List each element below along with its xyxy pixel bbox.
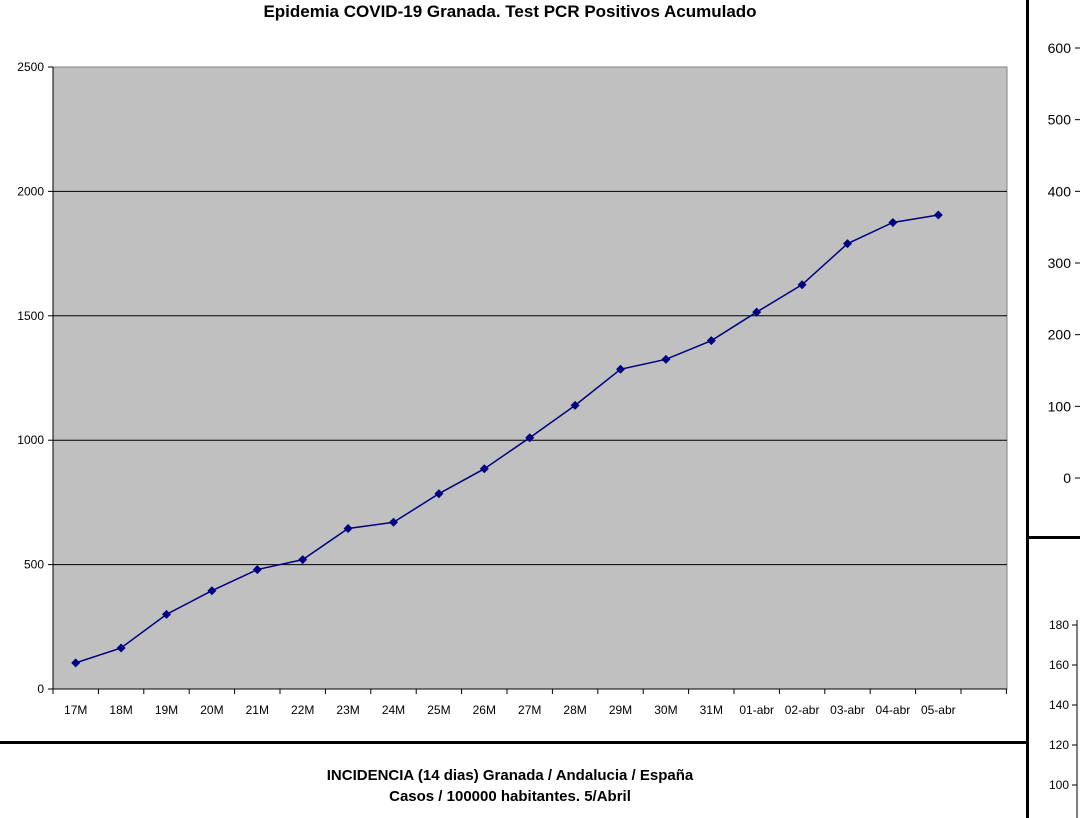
chart-title: Epidemia COVID-19 Granada. Test PCR Posi… bbox=[263, 2, 757, 21]
y-tick-label: 0 bbox=[37, 682, 44, 696]
x-tick-label: 20M bbox=[200, 703, 223, 717]
plot-area bbox=[52, 66, 1008, 690]
x-tick-label: 17M bbox=[64, 703, 87, 717]
x-tick-label: 19M bbox=[155, 703, 178, 717]
incidence-chart-y-tick-label: 180 bbox=[1049, 618, 1069, 632]
incidence-chart-title: INCIDENCIA (14 dias) Granada / Andalucia… bbox=[326, 767, 694, 784]
incidence-chart-title-block: INCIDENCIA (14 dias) Granada / Andalucia… bbox=[0, 765, 1020, 807]
data-point bbox=[71, 658, 81, 668]
x-tick-label: 18M bbox=[109, 703, 132, 717]
data-point bbox=[525, 433, 535, 443]
x-tick-label: 27M bbox=[518, 703, 541, 717]
x-tick-label: 30M bbox=[654, 703, 677, 717]
right-chart-y-tick-label: 500 bbox=[1048, 112, 1072, 128]
series-line bbox=[75, 214, 939, 664]
x-tick-label: 01-abr bbox=[739, 703, 774, 717]
data-point bbox=[162, 609, 171, 619]
data-point bbox=[389, 517, 398, 527]
data-point bbox=[479, 464, 489, 474]
y-tick-label: 1000 bbox=[17, 433, 44, 447]
x-tick-label: 21M bbox=[246, 703, 269, 717]
data-point bbox=[252, 565, 262, 575]
incidence-chart-subtitle: Casos / 100000 habitantes. 5/Abril bbox=[389, 788, 631, 805]
right-chart-y-tick-label: 300 bbox=[1048, 255, 1072, 271]
x-tick-label: 24M bbox=[382, 703, 405, 717]
y-tick-label: 2000 bbox=[17, 184, 44, 198]
data-point bbox=[933, 210, 943, 220]
y-tick-label: 2500 bbox=[17, 60, 44, 74]
x-tick-label: 31M bbox=[700, 703, 723, 717]
incidence-chart-y-tick-label: 160 bbox=[1049, 658, 1069, 672]
y-tick-label: 500 bbox=[24, 558, 44, 572]
right-chart-y-tick-label: 200 bbox=[1048, 327, 1072, 343]
x-tick-label: 23M bbox=[336, 703, 359, 717]
x-tick-label: 04-abr bbox=[876, 703, 911, 717]
x-tick-label: 28M bbox=[563, 703, 586, 717]
data-point bbox=[343, 524, 353, 534]
x-tick-label: 26M bbox=[473, 703, 496, 717]
data-point bbox=[752, 307, 762, 317]
data-point bbox=[888, 218, 898, 227]
panel-divider-horizontal bbox=[0, 741, 1026, 744]
data-point bbox=[570, 400, 580, 410]
right-chart-y-tick-label: 600 bbox=[1048, 40, 1072, 56]
y-tick-label: 1500 bbox=[17, 309, 44, 323]
data-point bbox=[207, 586, 217, 596]
data-point bbox=[116, 643, 126, 653]
data-point bbox=[843, 239, 852, 249]
incidence-chart-y-tick-label: 100 bbox=[1049, 778, 1069, 792]
data-point bbox=[298, 555, 308, 565]
panel-divider-vertical bbox=[1026, 0, 1029, 818]
data-point bbox=[434, 489, 444, 499]
data-point bbox=[616, 364, 625, 374]
data-point bbox=[797, 280, 807, 290]
data-point bbox=[661, 354, 671, 364]
data-point bbox=[706, 336, 716, 346]
x-tick-label: 03-abr bbox=[830, 703, 865, 717]
x-tick-label: 22M bbox=[291, 703, 314, 717]
right-chart-y-tick-label: 400 bbox=[1048, 183, 1072, 199]
right-chart-y-tick-label: 0 bbox=[1063, 470, 1071, 486]
x-tick-label: 29M bbox=[609, 703, 632, 717]
incidence-chart-y-tick-label: 120 bbox=[1049, 738, 1069, 752]
right-chart-y-tick-label: 100 bbox=[1048, 398, 1072, 414]
panel-divider-right bbox=[1029, 536, 1080, 539]
x-tick-label: 25M bbox=[427, 703, 450, 717]
incidence-chart-y-tick-label: 140 bbox=[1049, 698, 1069, 712]
x-tick-label: 05-abr bbox=[921, 703, 956, 717]
x-tick-label: 02-abr bbox=[785, 703, 820, 717]
